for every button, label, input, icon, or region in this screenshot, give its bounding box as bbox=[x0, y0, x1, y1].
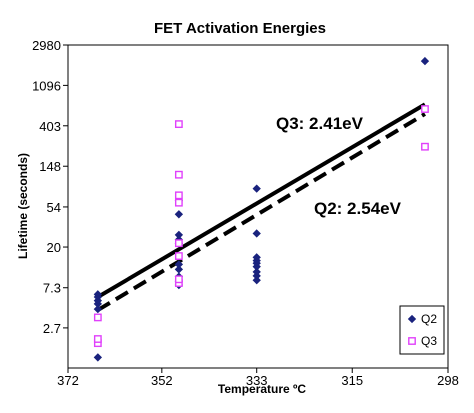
data-points bbox=[93, 56, 430, 362]
data-point-q3 bbox=[174, 239, 183, 248]
x-tick-label: 333 bbox=[246, 373, 268, 388]
data-point-q3 bbox=[174, 120, 183, 129]
trendline-q2 bbox=[96, 112, 426, 312]
y-axis-title: Lifetime (seconds) bbox=[16, 153, 30, 259]
data-point-q2 bbox=[93, 290, 103, 299]
trendlines bbox=[96, 102, 426, 312]
x-tick-label: 352 bbox=[151, 373, 173, 388]
data-point-q2 bbox=[174, 230, 184, 240]
data-point-q3 bbox=[421, 142, 429, 151]
data-point-q2 bbox=[252, 184, 261, 193]
data-point-q3 bbox=[174, 191, 183, 200]
data-point-q2 bbox=[174, 260, 184, 269]
legend-marker-q2 bbox=[407, 314, 417, 324]
data-point-q2 bbox=[174, 210, 184, 219]
x-axis-title: Temperature ºC bbox=[218, 382, 307, 396]
x-tick-label: 315 bbox=[341, 373, 363, 388]
y-tick-label: 20 bbox=[47, 240, 61, 255]
chart-title: FET Activation Energies bbox=[154, 20, 326, 37]
legend-label-q3: Q3 bbox=[421, 334, 437, 348]
data-point-q2 bbox=[93, 353, 103, 362]
data-point-q3 bbox=[174, 275, 183, 284]
data-point-q3 bbox=[174, 198, 183, 207]
y-tick-label: 148 bbox=[39, 159, 61, 174]
data-point-q2 bbox=[420, 56, 430, 66]
y-tick-label: 1096 bbox=[32, 78, 61, 93]
y-tick-label: 7.3 bbox=[43, 281, 61, 296]
trendline-q3 bbox=[96, 102, 426, 299]
data-point-q2 bbox=[252, 253, 261, 262]
data-point-q2 bbox=[174, 265, 184, 274]
data-point-q3 bbox=[421, 105, 429, 113]
y-tick-label: 2980 bbox=[32, 38, 61, 53]
x-axis: 372 352 333 315 298 bbox=[57, 368, 459, 388]
y-axis: 2.7 7.3 20 54 148 403 1096 2980 bbox=[32, 38, 68, 336]
data-point-q2 bbox=[252, 229, 261, 238]
annotation-q2: Q2: 2.54eV bbox=[314, 199, 402, 218]
annotation-q3: Q3: 2.41eV bbox=[276, 114, 364, 133]
legend-marker-q3 bbox=[408, 337, 416, 345]
data-point-q2 bbox=[252, 267, 261, 277]
y-tick-label: 2.7 bbox=[43, 321, 61, 336]
legend-label-q2: Q2 bbox=[421, 312, 437, 326]
legend-box bbox=[399, 305, 445, 355]
x-tick-label: 298 bbox=[437, 373, 459, 388]
x-tick-label: 372 bbox=[57, 373, 79, 388]
y-tick-label: 403 bbox=[39, 119, 61, 134]
data-point-q3 bbox=[93, 335, 102, 343]
data-point-q3 bbox=[174, 252, 183, 260]
data-point-q3 bbox=[93, 313, 102, 322]
data-point-q3 bbox=[174, 170, 183, 179]
data-point-q2 bbox=[93, 304, 103, 314]
y-tick-label: 54 bbox=[47, 200, 61, 215]
data-point-q2 bbox=[252, 276, 261, 285]
legend: Q2 Q3 bbox=[399, 305, 445, 355]
